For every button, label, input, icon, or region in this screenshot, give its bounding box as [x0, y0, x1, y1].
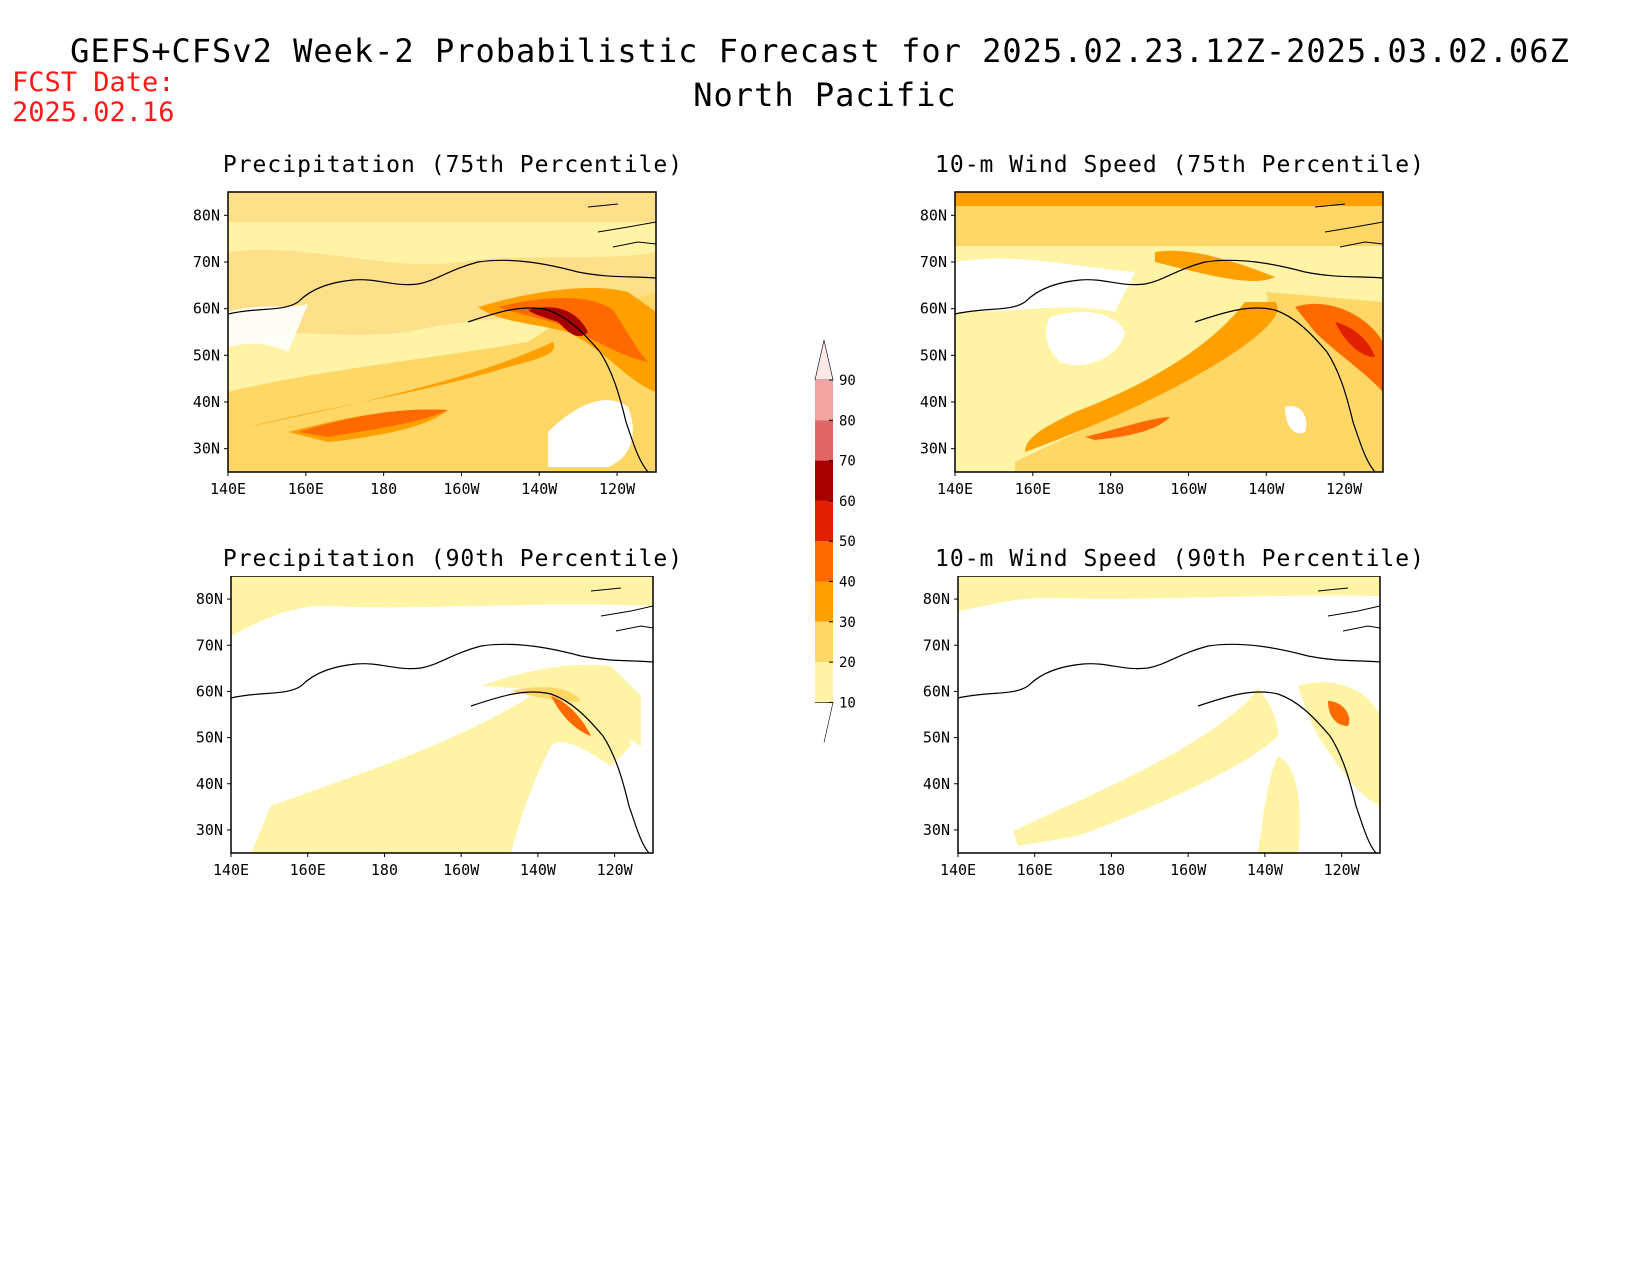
panel-title: 10-m Wind Speed (90th Percentile) [935, 546, 1425, 572]
lon-tick-label: 160E [1015, 480, 1051, 498]
panel-precip-75: Precipitation (75th Percentile) 80N 70N 60… [173, 152, 733, 622]
forecast-date-label: FCST Date: [12, 67, 175, 98]
lon-tick-label: 140W [1248, 480, 1285, 498]
lat-tick-label: 70N [193, 253, 220, 271]
lon-tick-label: 140W [1247, 861, 1284, 879]
lat-tick-label: 50N [920, 346, 947, 364]
lon-tick-label: 140E [210, 480, 246, 498]
lat-tick-label: 80N [196, 590, 223, 608]
lon-tick-label: 140W [521, 480, 558, 498]
region-subtitle: North Pacific [693, 76, 957, 114]
lat-tick-label: 50N [193, 346, 220, 364]
lon-tick-label: 140E [940, 861, 976, 879]
lon-tick-label: 180 [1098, 861, 1125, 879]
precip-90-map: 80N 70N 60N 50N 40N 30N 140E 160E 180 160W 140W 12… [196, 576, 654, 879]
lat-axis: 80N 70N 60N 50N 40N 30N [920, 206, 955, 458]
lat-axis: 80N 70N 60N 50N 40N 30N [196, 590, 231, 839]
colorbar-bottom-cap [815, 702, 834, 743]
lat-tick-label: 60N [920, 300, 947, 318]
lon-tick-label: 160W [1170, 480, 1207, 498]
wind-90-map: 80N 70N 60N 50N 40N 30N 140E 160E 180 160W 140W 12… [923, 576, 1381, 879]
panel-wind-90: 10-m Wind Speed (90th Percentile) 80N 70N… [900, 546, 1460, 1016]
lon-axis: 140E 160E 180 160W 140W 120W [210, 472, 636, 498]
lon-tick-label: 160E [290, 861, 326, 879]
lon-axis: 140E 160E 180 160W 140W 120W [937, 472, 1363, 498]
panel-precip-90: Precipitation (90th Percentile) 80N 70N 60… [173, 546, 733, 1016]
lat-tick-label: 30N [923, 821, 950, 839]
lon-tick-label: 180 [370, 480, 397, 498]
lon-tick-label: 180 [1097, 480, 1124, 498]
colorbar-swatch [815, 380, 833, 421]
lat-tick-label: 50N [923, 729, 950, 747]
colorbar-swatch [815, 460, 833, 501]
lat-tick-label: 80N [193, 206, 220, 224]
lat-tick-label: 70N [920, 253, 947, 271]
panel-wind-75: 10-m Wind Speed (75th Percentile) 80N 70N… [900, 152, 1460, 622]
lat-tick-label: 70N [923, 636, 950, 654]
lat-tick-label: 30N [193, 440, 220, 458]
lon-tick-label: 140E [937, 480, 973, 498]
panel-title: 10-m Wind Speed (75th Percentile) [935, 152, 1425, 178]
colorbar-label: 80 [839, 413, 856, 429]
lat-tick-label: 40N [196, 775, 223, 793]
lat-axis: 80N 70N 60N 50N 40N 30N [923, 590, 958, 839]
panel-title: Precipitation (75th Percentile) [222, 152, 684, 178]
colorbar-label: 90 [839, 373, 856, 389]
lon-tick-label: 180 [371, 861, 398, 879]
lon-tick-label: 120W [597, 861, 634, 879]
colorbar-label: 20 [839, 655, 856, 671]
lat-tick-label: 50N [196, 729, 223, 747]
lon-tick-label: 160W [443, 480, 480, 498]
lon-tick-label: 160E [288, 480, 324, 498]
forecast-date-value: 2025.02.16 [12, 97, 175, 128]
lon-axis: 140E 160E 180 160W 140W 120W [940, 853, 1361, 879]
lat-tick-label: 70N [196, 636, 223, 654]
precip-75-map: 80N 70N 60N 50N 40N 30N 140E 160E 180 160W 140W 12… [193, 191, 657, 498]
lon-tick-label: 120W [599, 480, 636, 498]
lon-tick-label: 120W [1324, 861, 1361, 879]
lat-tick-label: 30N [196, 821, 223, 839]
colorbar-swatch [815, 420, 833, 461]
lat-tick-label: 40N [923, 775, 950, 793]
colorbar: 90 80 70 60 50 40 30 20 10 [814, 339, 856, 743]
lon-tick-label: 120W [1326, 480, 1363, 498]
lon-tick-label: 160W [443, 861, 480, 879]
colorbar-swatch [815, 662, 833, 703]
lon-tick-label: 160E [1017, 861, 1053, 879]
lon-tick-label: 140E [213, 861, 249, 879]
lat-tick-label: 30N [920, 440, 947, 458]
figure-title: GEFS+CFSv2 Week-2 Probabilistic Forecast… [70, 32, 1570, 70]
colorbar-top-cap [814, 339, 834, 381]
lat-tick-label: 60N [193, 300, 220, 318]
colorbar-label: 50 [839, 534, 856, 550]
colorbar-label: 60 [839, 494, 856, 510]
colorbar-swatch [815, 500, 833, 542]
lat-axis: 80N 70N 60N 50N 40N 30N [193, 206, 228, 458]
lon-tick-label: 160W [1170, 861, 1207, 879]
lat-tick-label: 40N [920, 393, 947, 411]
lat-tick-label: 60N [923, 682, 950, 700]
colorbar-label: 70 [839, 454, 856, 470]
lat-tick-label: 80N [923, 590, 950, 608]
colorbar-swatch [815, 541, 833, 582]
colorbar-swatch [815, 621, 833, 663]
lat-tick-label: 40N [193, 393, 220, 411]
colorbar-swatch [815, 581, 833, 622]
colorbar-label: 40 [839, 575, 856, 591]
lon-tick-label: 140W [520, 861, 557, 879]
lon-axis: 140E 160E 180 160W 140W 120W [213, 853, 634, 879]
colorbar-label: 10 [839, 695, 856, 711]
lat-tick-label: 60N [196, 682, 223, 700]
wind-75-map: 80N 70N 60N 50N 40N 30N 140E 160E 180 160W 140W 12… [920, 191, 1384, 498]
panel-title: Precipitation (90th Percentile) [222, 546, 684, 572]
colorbar-label: 30 [839, 615, 856, 631]
lat-tick-label: 80N [920, 206, 947, 224]
